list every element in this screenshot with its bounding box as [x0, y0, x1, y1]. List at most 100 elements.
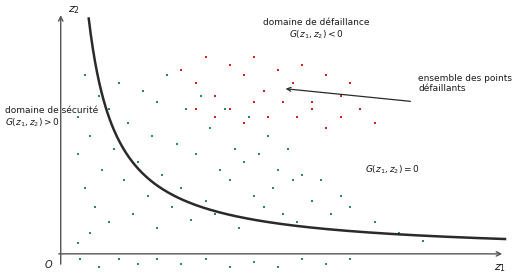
Text: ensemble des points
défaillants: ensemble des points défaillants — [418, 74, 512, 93]
Point — [307, 199, 316, 204]
Point — [317, 178, 326, 182]
Point — [307, 107, 316, 112]
Point — [337, 194, 345, 198]
Point — [337, 94, 345, 98]
Point — [192, 107, 200, 112]
Point — [110, 147, 118, 151]
Point — [73, 152, 82, 156]
Point — [211, 94, 220, 98]
Point — [192, 81, 200, 85]
Point — [250, 259, 258, 264]
Point — [274, 68, 282, 72]
Point — [259, 205, 268, 209]
Text: domaine de défaillance
$G(z_1,z_2)<0$: domaine de défaillance $G(z_1,z_2)<0$ — [263, 18, 370, 41]
Point — [250, 194, 258, 198]
Point — [395, 231, 403, 235]
Point — [114, 257, 123, 261]
Point — [264, 134, 272, 138]
Point — [226, 63, 234, 67]
Point — [356, 107, 364, 112]
Point — [226, 107, 234, 112]
Point — [177, 68, 186, 72]
Point — [327, 212, 335, 217]
Point — [172, 141, 181, 146]
Point — [148, 134, 157, 138]
Point — [211, 115, 220, 120]
Point — [346, 257, 355, 261]
Point — [226, 178, 234, 182]
Point — [211, 212, 220, 217]
Text: $O$: $O$ — [44, 258, 53, 270]
Point — [293, 220, 302, 225]
Point — [293, 115, 302, 120]
Point — [216, 168, 225, 172]
Point — [124, 120, 132, 125]
Point — [226, 265, 234, 269]
Text: $z_2$: $z_2$ — [68, 4, 80, 16]
Point — [250, 99, 258, 104]
Point — [81, 186, 89, 191]
Point — [144, 194, 152, 198]
Point — [264, 115, 272, 120]
Text: $z_1$: $z_1$ — [494, 262, 506, 273]
Point — [284, 147, 292, 151]
Point — [95, 94, 104, 98]
Point — [254, 152, 263, 156]
Point — [346, 81, 355, 85]
Point — [134, 262, 142, 266]
Point — [158, 173, 167, 177]
Point — [298, 173, 306, 177]
Point — [279, 99, 287, 104]
Point — [153, 99, 162, 104]
Point — [119, 178, 128, 182]
Point — [114, 81, 123, 85]
Point — [187, 218, 195, 222]
Point — [201, 199, 210, 204]
Point — [274, 168, 282, 172]
Point — [245, 115, 253, 120]
Point — [250, 55, 258, 59]
Point — [230, 147, 239, 151]
Point — [322, 73, 330, 78]
Point — [177, 186, 186, 191]
Point — [322, 126, 330, 130]
Point — [240, 73, 248, 78]
Point — [235, 225, 244, 230]
Point — [105, 107, 113, 112]
Point — [206, 126, 215, 130]
Point — [370, 220, 379, 225]
Point — [163, 73, 171, 78]
Point — [81, 73, 89, 78]
Point — [288, 81, 297, 85]
Point — [192, 152, 200, 156]
Point — [370, 120, 379, 125]
Point — [419, 239, 427, 243]
Point — [86, 231, 94, 235]
Point — [129, 212, 137, 217]
Point — [298, 63, 306, 67]
Point — [76, 257, 84, 261]
Point — [105, 220, 113, 225]
Text: $G(z_1,z_2)=0$: $G(z_1,z_2)=0$ — [365, 163, 420, 176]
Point — [73, 241, 82, 246]
Point — [240, 120, 248, 125]
Point — [201, 257, 210, 261]
Point — [196, 94, 205, 98]
Point — [298, 257, 306, 261]
Point — [95, 265, 104, 269]
Point — [322, 262, 330, 266]
Point — [177, 262, 186, 266]
Point — [134, 160, 142, 164]
Point — [346, 205, 355, 209]
Point — [168, 205, 176, 209]
Point — [279, 212, 287, 217]
Point — [86, 134, 94, 138]
Point — [182, 107, 190, 112]
Point — [221, 107, 229, 112]
Point — [73, 115, 82, 120]
Point — [97, 168, 106, 172]
Point — [269, 186, 278, 191]
Point — [138, 89, 147, 93]
Point — [307, 99, 316, 104]
Point — [274, 265, 282, 269]
